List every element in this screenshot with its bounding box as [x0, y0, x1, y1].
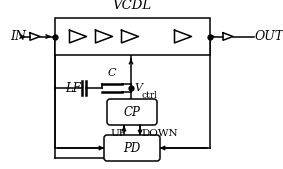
FancyBboxPatch shape	[104, 135, 160, 161]
Text: CP: CP	[124, 105, 140, 118]
Text: LF: LF	[65, 81, 81, 94]
Text: OUT: OUT	[255, 30, 283, 43]
Text: ctrl: ctrl	[141, 91, 157, 100]
Text: C: C	[108, 68, 116, 78]
Text: PD: PD	[123, 141, 141, 154]
Bar	[55, 18, 210, 55]
Text: DOWN: DOWN	[141, 128, 178, 138]
Text: IN: IN	[10, 30, 26, 43]
FancyBboxPatch shape	[107, 99, 157, 125]
Text: V: V	[134, 83, 142, 93]
Text: ......: ......	[146, 32, 164, 42]
Text: UP: UP	[110, 128, 126, 138]
Text: VCDL: VCDL	[112, 0, 152, 12]
